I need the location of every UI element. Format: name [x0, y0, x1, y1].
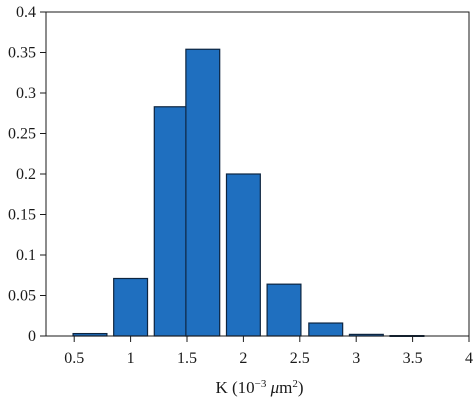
x-tick-label-0: 0.5 — [64, 350, 84, 367]
x-tick-label-5: 3 — [352, 350, 360, 367]
y-tick-label-7: 0.35 — [8, 45, 36, 62]
bar-4 — [225, 173, 261, 337]
y-tick-label-6: 0.3 — [16, 85, 36, 102]
ticks-layer — [40, 11, 470, 342]
x-axis-label-unit: m — [279, 378, 292, 397]
y-tick-label-8: 0.4 — [16, 4, 36, 21]
x-tick-label-6: 3.5 — [403, 350, 423, 367]
y-tick-label-4: 0.2 — [16, 166, 36, 183]
y-tick-label-3: 0.15 — [8, 207, 36, 224]
y-tick-label-5: 0.25 — [8, 126, 36, 143]
x-tick-label-2: 1.5 — [177, 350, 197, 367]
tick-labels-layer: 0.5 1 1.5 2 2.5 3 3.5 4 0 0.05 0.1 0.15 0.2 0.25 0.3 0.… — [8, 4, 473, 367]
x-axis-label: K (10−3 μm2) — [215, 378, 303, 397]
y-tick-label-1: 0.05 — [8, 288, 36, 305]
bar-2 — [153, 106, 189, 337]
x-axis-label-suffix: ) — [298, 378, 304, 397]
x-axis-label-exponent: −3 — [255, 378, 267, 390]
bar-6 — [308, 322, 344, 337]
x-tick-label-1: 1 — [127, 350, 135, 367]
bar-1 — [113, 277, 149, 337]
x-axis-label-unit-exponent: 2 — [292, 378, 298, 390]
bar-5 — [266, 283, 302, 337]
y-tick-label-0: 0 — [28, 328, 36, 345]
x-axis-label-prefix: K (10 — [215, 378, 254, 397]
x-tick-label-4: 2.5 — [290, 350, 310, 367]
bars-layer — [72, 48, 425, 338]
x-tick-label-3: 2 — [239, 350, 247, 367]
x-tick-label-7: 4 — [465, 350, 473, 367]
bar-3 — [185, 48, 221, 337]
x-axis-label-unit-symbol: μ — [270, 378, 280, 397]
y-tick-label-2: 0.1 — [16, 247, 36, 264]
